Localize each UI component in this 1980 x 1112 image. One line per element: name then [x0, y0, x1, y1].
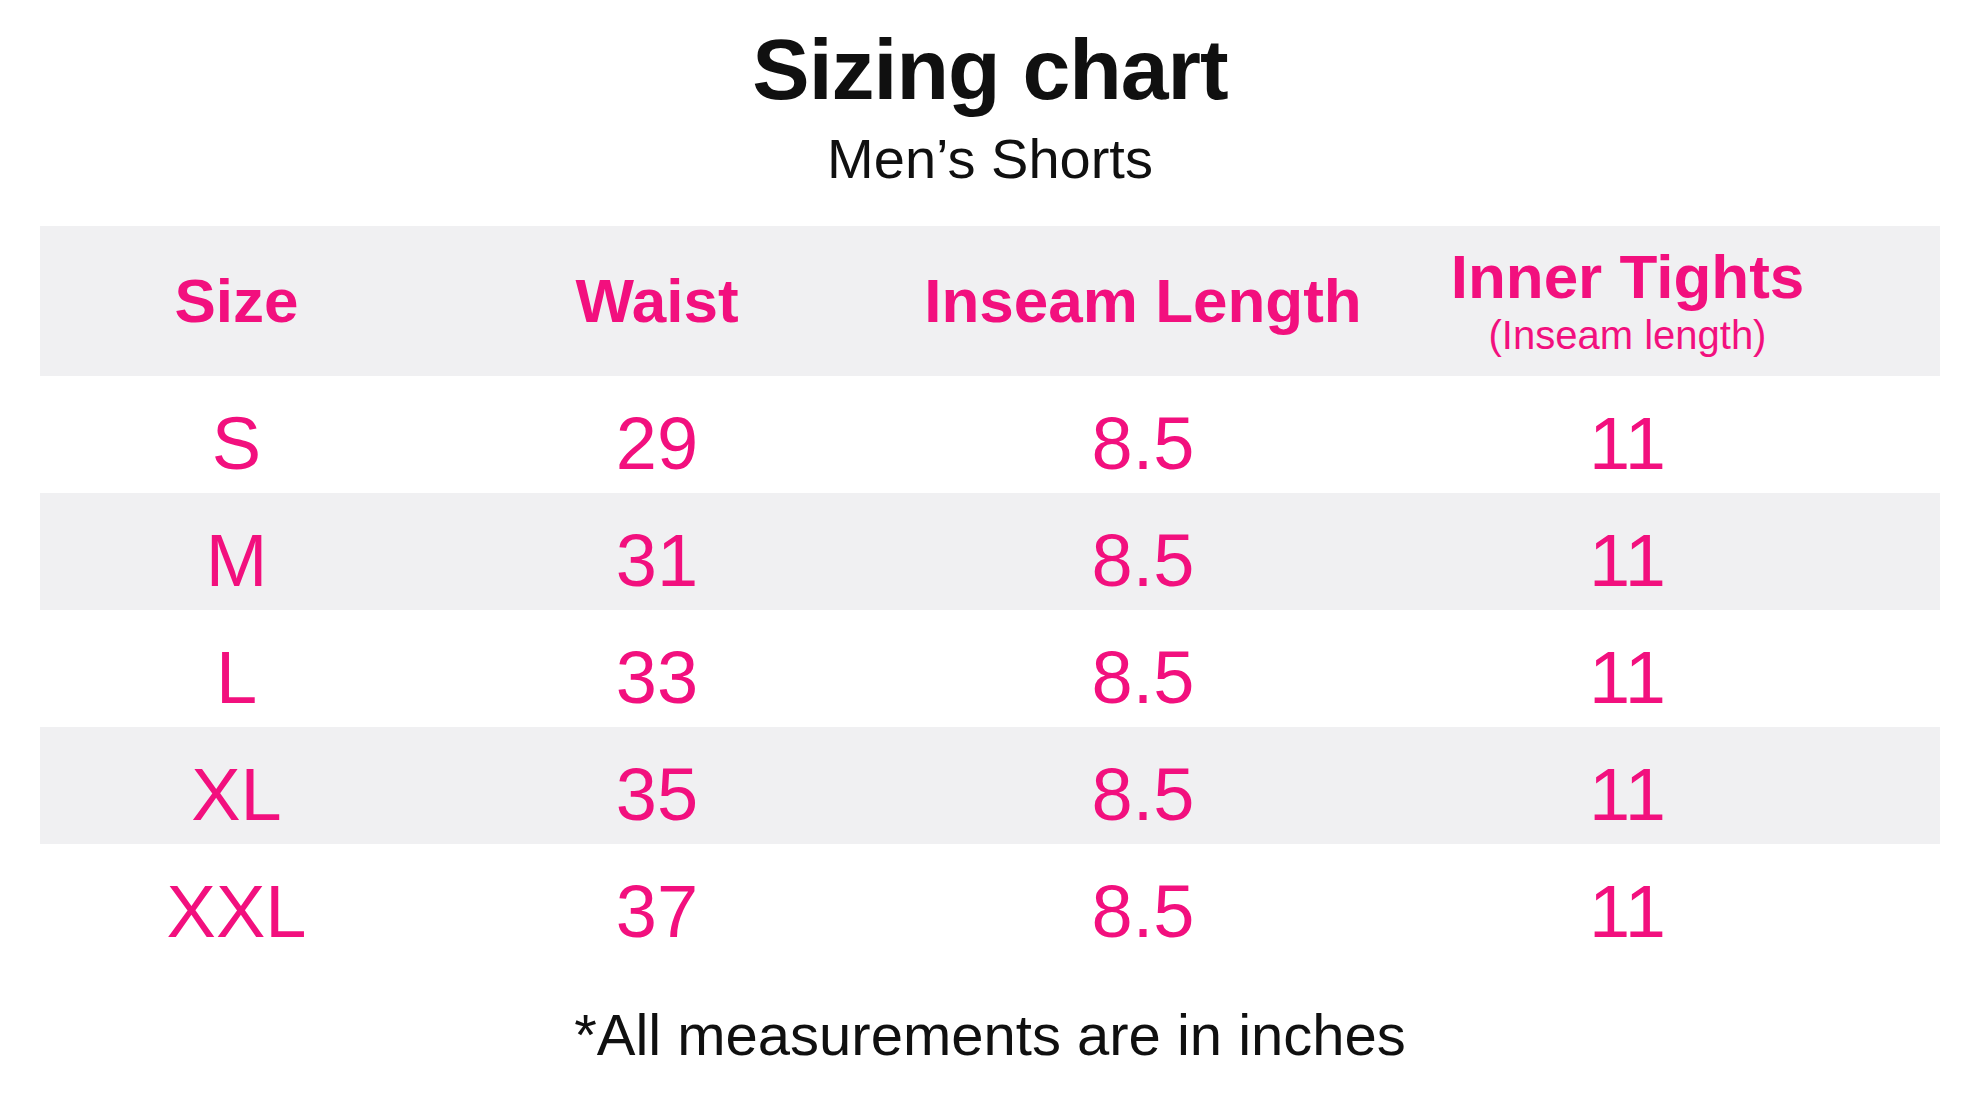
waist-cell: 33 [433, 610, 881, 727]
waist-cell: 31 [433, 493, 881, 610]
column-header-size: Size [40, 226, 433, 376]
inner-tights-cell: 11 [1405, 376, 1940, 493]
column-header-inseam-length: Inseam Length [881, 226, 1405, 376]
size-cell: M [40, 493, 433, 610]
inseam-length-cell: 8.5 [881, 376, 1405, 493]
table-row-s: S 29 8.5 11 [40, 376, 1940, 493]
column-header-inner-tights-sublabel: (Inseam length) [1489, 312, 1767, 358]
inseam-length-cell: 8.5 [881, 610, 1405, 727]
table-row-xl: XL 35 8.5 11 [40, 727, 1940, 844]
inseam-length-cell: 8.5 [881, 493, 1405, 610]
page-subtitle: Men’s Shorts [0, 128, 1980, 190]
inseam-length-cell: 8.5 [881, 844, 1405, 961]
sizing-chart-page: Sizing chart Men’s Shorts Size Waist Ins… [0, 0, 1980, 1112]
table-header-row: Size Waist Inseam Length Inner Tights (I… [40, 226, 1940, 376]
inner-tights-cell: 11 [1405, 493, 1940, 610]
column-header-inner-tights: Inner Tights (Inseam length) [1405, 226, 1940, 376]
waist-cell: 35 [433, 727, 881, 844]
page-title: Sizing chart [0, 24, 1980, 114]
table-row-xxl: XXL 37 8.5 11 [40, 844, 1940, 961]
column-header-inner-tights-label: Inner Tights [1451, 244, 1805, 310]
size-cell: XXL [40, 844, 433, 961]
size-cell: S [40, 376, 433, 493]
inner-tights-cell: 11 [1405, 610, 1940, 727]
table-row-m: M 31 8.5 11 [40, 493, 1940, 610]
waist-cell: 37 [433, 844, 881, 961]
size-cell: XL [40, 727, 433, 844]
waist-cell: 29 [433, 376, 881, 493]
size-cell: L [40, 610, 433, 727]
inseam-length-cell: 8.5 [881, 727, 1405, 844]
sizing-table: Size Waist Inseam Length Inner Tights (I… [40, 226, 1940, 961]
table-row-l: L 33 8.5 11 [40, 610, 1940, 727]
column-header-waist: Waist [433, 226, 881, 376]
measurements-note: *All measurements are in inches [0, 1002, 1980, 1068]
inner-tights-cell: 11 [1405, 727, 1940, 844]
inner-tights-cell: 11 [1405, 844, 1940, 961]
